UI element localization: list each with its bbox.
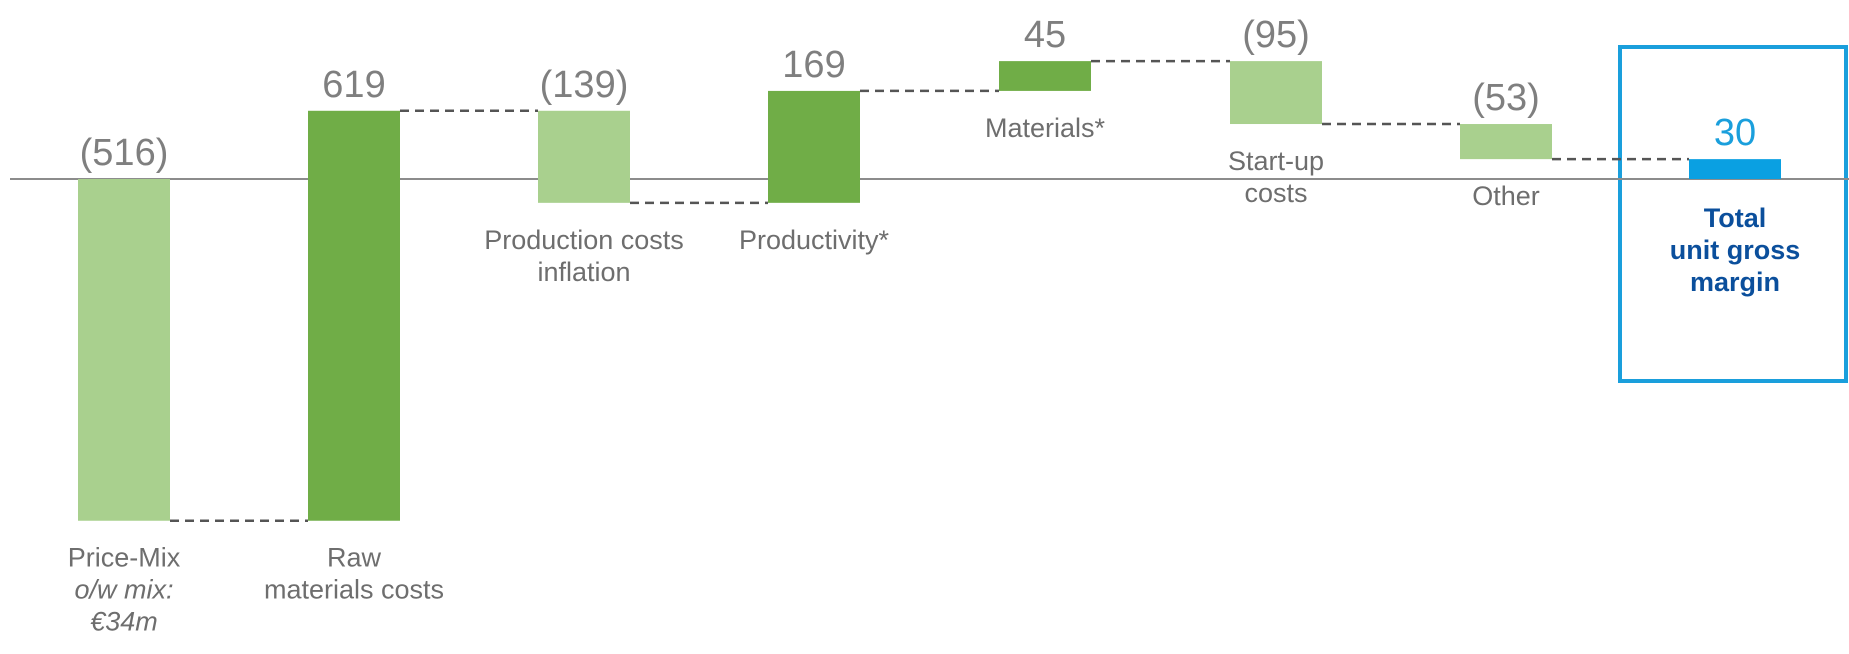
category-label-2-line-1: Raw <box>327 543 382 573</box>
bar-8 <box>1689 159 1781 179</box>
total-highlight-box <box>1618 45 1848 383</box>
bar-7 <box>1460 124 1552 160</box>
value-label-4: 169 <box>782 44 845 86</box>
category-label-4-line-1: Productivity* <box>739 225 890 255</box>
category-label-6-line-1: Start-up <box>1228 146 1324 176</box>
bar-2 <box>308 110 400 521</box>
category-label-8-line-3: margin <box>1690 267 1780 297</box>
bar-3 <box>538 110 630 203</box>
category-label-7-line-1: Other <box>1472 181 1540 211</box>
category-label-2-line-2: materials costs <box>264 575 444 605</box>
bar-6 <box>1230 61 1322 125</box>
bar-4 <box>768 90 860 203</box>
category-label-3-line-1: Production costs <box>484 225 684 255</box>
value-label-7: (53) <box>1472 77 1540 119</box>
category-label-5-line-1: Materials* <box>985 113 1106 143</box>
bar-1 <box>78 179 170 521</box>
category-label-8-line-1: Total <box>1704 203 1767 233</box>
bar-5 <box>999 61 1091 91</box>
category-label-8-line-2: unit gross <box>1670 235 1801 265</box>
value-label-5: 45 <box>1024 14 1066 56</box>
category-label-1-line-1: Price-Mix <box>68 543 181 573</box>
value-label-1: (516) <box>80 132 169 174</box>
value-label-8: 30 <box>1714 112 1756 154</box>
category-label-1-line-3: €34m <box>90 607 158 637</box>
value-label-3: (139) <box>540 64 629 106</box>
category-label-1-line-2: o/w mix: <box>74 575 173 605</box>
category-label-6-line-2: costs <box>1244 178 1307 208</box>
value-label-6: (95) <box>1242 14 1310 56</box>
value-label-2: 619 <box>322 64 385 106</box>
category-label-3-line-2: inflation <box>537 257 630 287</box>
